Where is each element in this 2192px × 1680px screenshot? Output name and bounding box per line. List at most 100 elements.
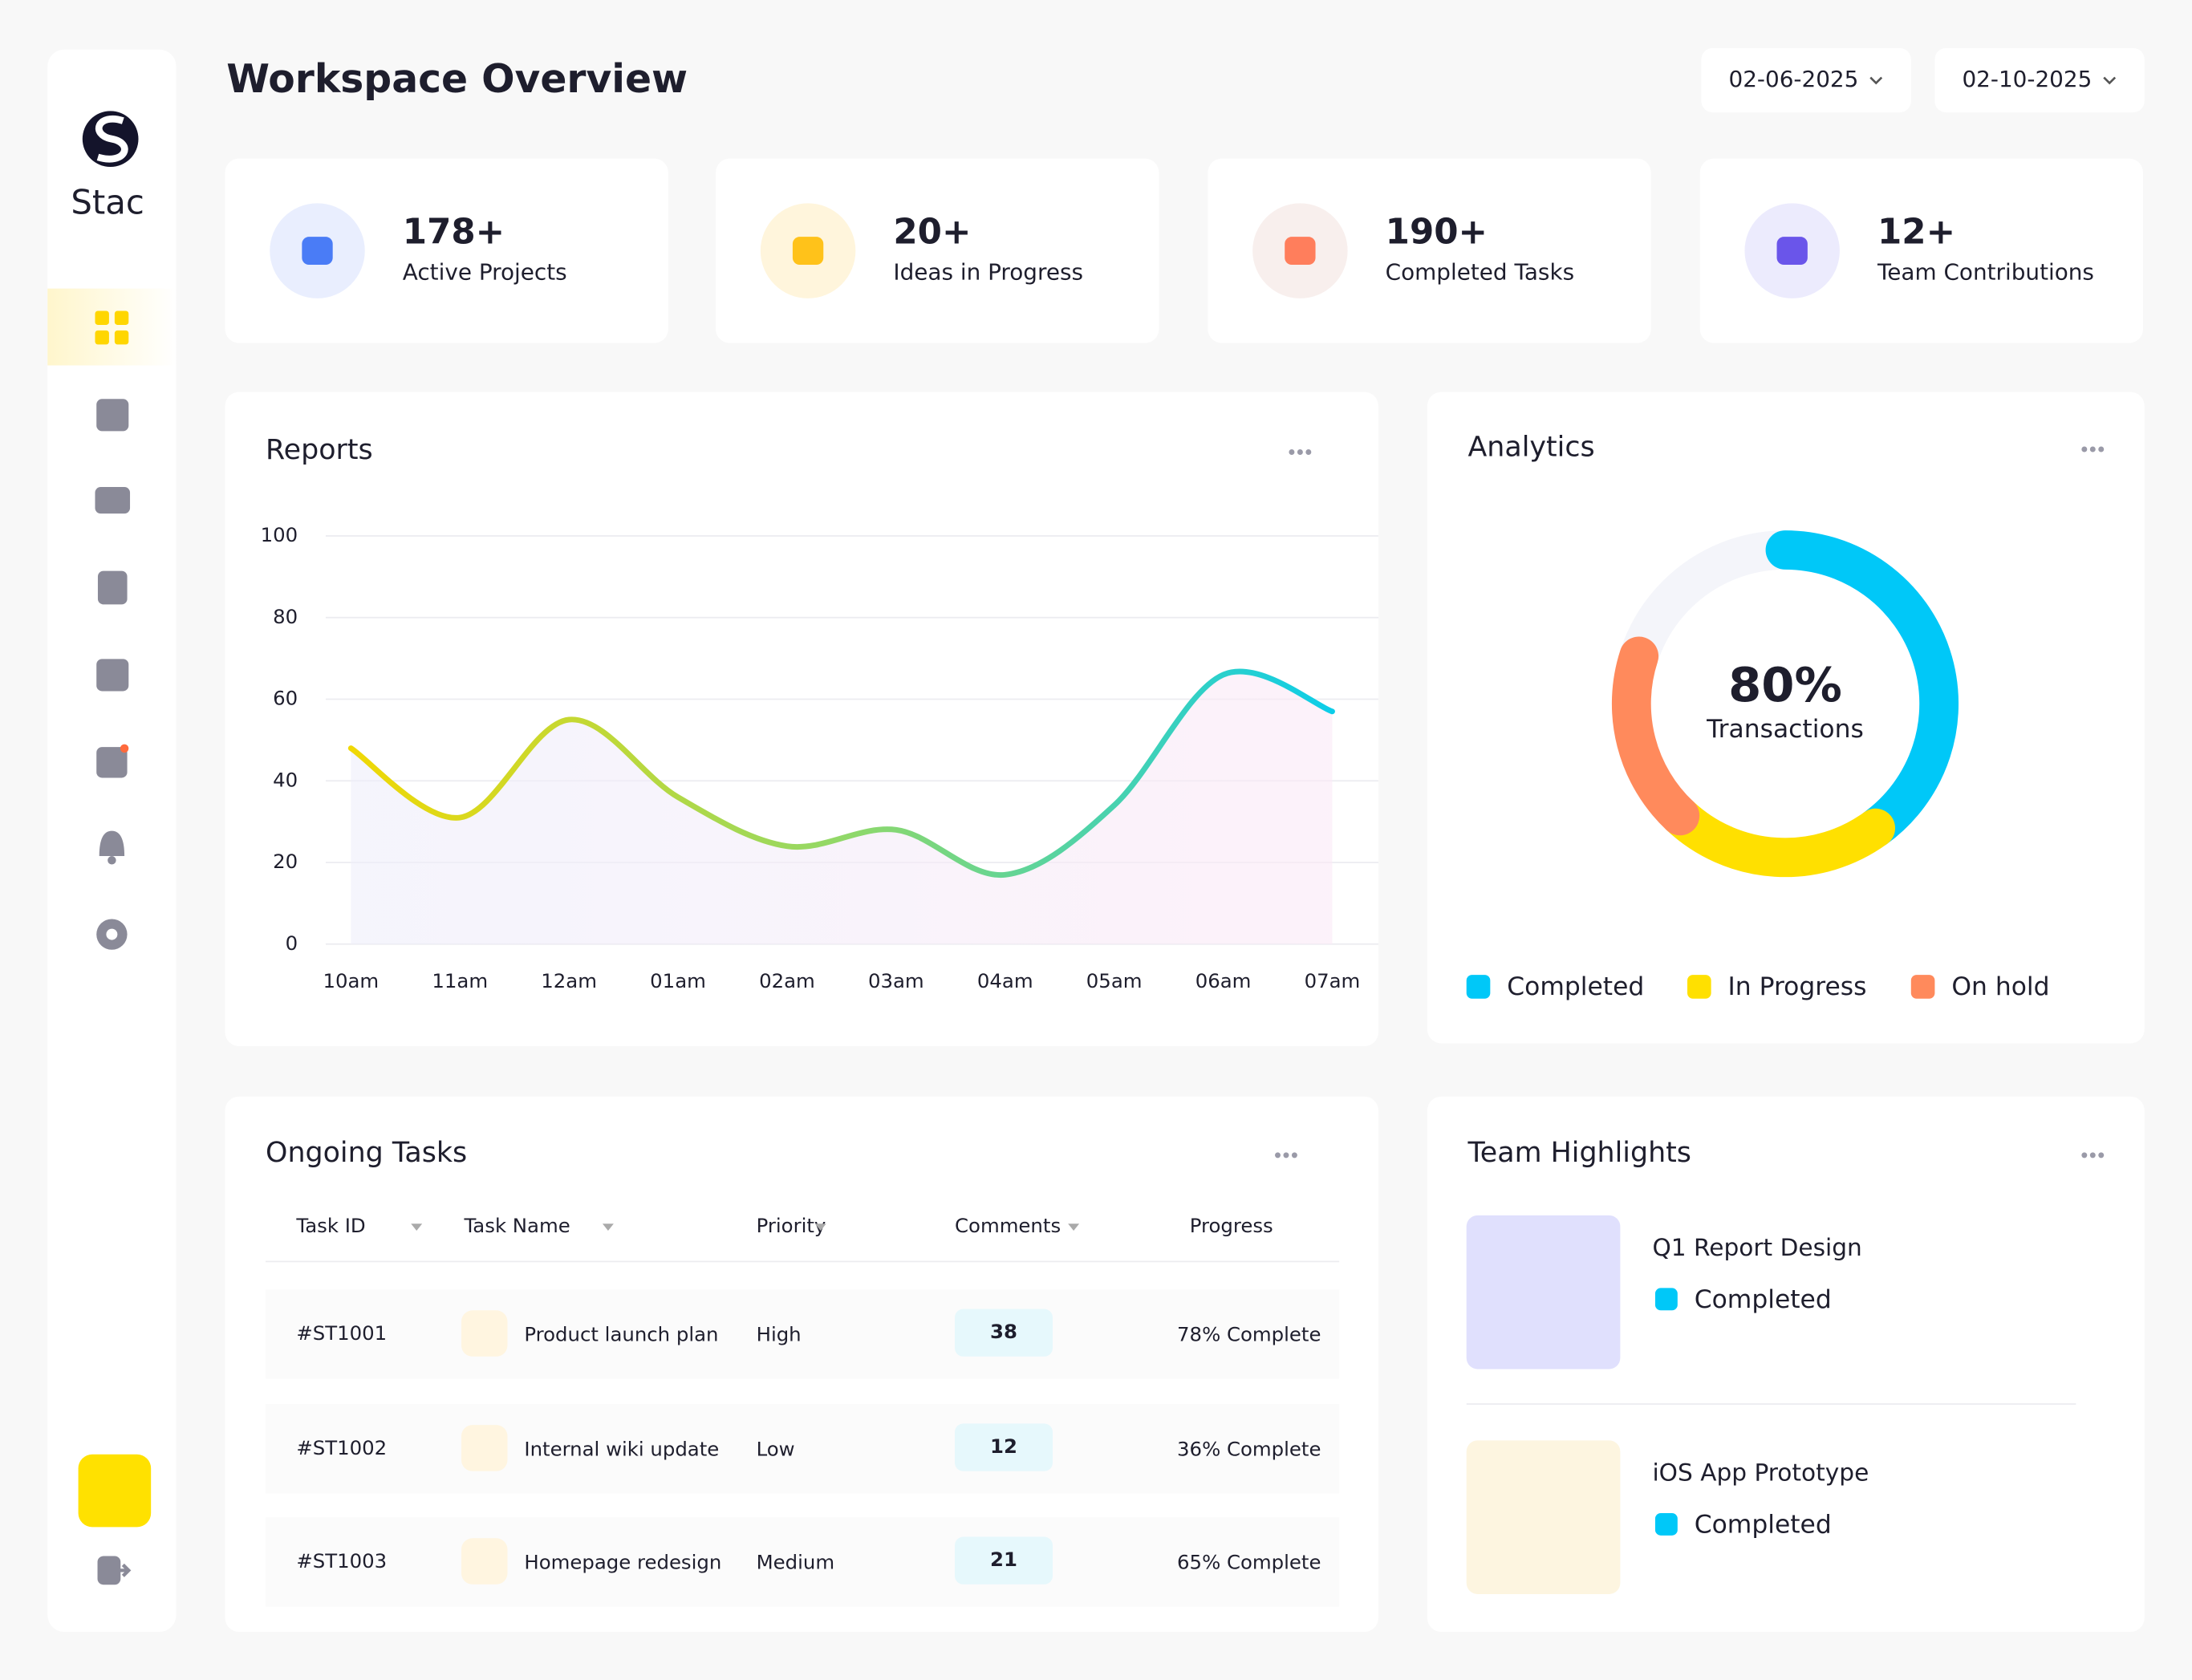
sort-icon[interactable] [602,1223,614,1231]
y-tick-label: 60 [273,687,298,710]
legend-label: In Progress [1728,972,1867,1001]
more-dot [1289,449,1295,455]
card-title: Ongoing Tasks [266,1137,467,1169]
comment-badge [955,1536,1053,1585]
status-swatch [1654,1512,1678,1536]
more-dot [1283,1152,1289,1159]
highlight-thumb [1466,1215,1621,1370]
stat-label: Ideas in Progress [893,258,1083,285]
row-bg [266,1289,1340,1379]
task-id: #ST1002 [296,1436,387,1459]
date-picker[interactable] [1934,47,2145,113]
highlight-title: Q1 Report Design [1652,1234,1861,1261]
stat-label: Team Contributions [1877,258,2094,285]
donut-segment [1660,796,1896,878]
x-tick-label: 02am [759,969,815,992]
stat-card [225,158,668,343]
profile-button[interactable] [78,1454,152,1528]
more-dot [1275,1152,1281,1159]
stat-label: Active Projects [403,258,567,285]
legend-swatch [1687,975,1711,999]
donut-value: 80% [1728,657,1842,712]
x-tick-label: 01am [650,969,706,992]
stat-card [1699,158,2144,343]
column-header: Task Name [463,1214,570,1237]
brand: Stac [71,183,144,222]
legend-label: On hold [1951,972,2049,1001]
stat-icon [1285,237,1316,266]
row-bg [266,1517,1340,1607]
legend-label: Completed [1507,972,1644,1001]
chevron [2103,76,2117,85]
column-header: Task ID [295,1214,365,1237]
x-tick-label: 04am [977,969,1033,992]
line [347,668,1335,878]
y-tick-label: 0 [286,931,298,955]
sort-icon[interactable] [411,1223,423,1231]
task-progress: 65% Complete [1177,1551,1321,1574]
card-title: Analytics [1467,431,1594,463]
stat-value: 178+ [403,213,505,253]
x-tick-label: 06am [1195,969,1252,992]
task-name: Product launch plan [524,1323,718,1346]
logo [82,111,139,168]
task-id: #ST1001 [296,1321,387,1345]
task-id: #ST1003 [296,1549,387,1572]
x-tick-label: 07am [1305,969,1361,992]
more-dot [2081,446,2088,452]
more-dot [2089,446,2096,452]
y-tick-label: 20 [273,850,298,873]
more-dot [1291,1152,1297,1159]
donut-caption: Transactions [1706,715,1864,744]
task-thumb [461,1538,508,1585]
chevron [1869,76,1883,85]
column-header: Progress [1190,1214,1273,1237]
task-name: Homepage redesign [524,1551,721,1574]
task-name: Internal wiki update [524,1438,719,1461]
comment-count: 21 [990,1548,1017,1571]
task-progress: 36% Complete [1177,1438,1321,1461]
status-swatch [1654,1288,1678,1311]
analytics-card [1427,392,2145,1044]
content: 02-06-2025 02-10-2025 178+ Active Projects 2… [225,47,2145,1633]
legend-swatch [1466,975,1491,999]
nav-icons[interactable] [95,399,131,950]
column-header: Priority [757,1214,826,1237]
more-dot [1297,449,1303,455]
comment-badge [955,1309,1053,1357]
area [351,672,1333,944]
stat-value: 190+ [1386,213,1488,253]
stat-icon [792,237,824,266]
more-dot [1305,449,1312,455]
task-priority: High [757,1323,802,1346]
y-tick-label: 100 [261,523,298,546]
more-dot [2098,1152,2105,1159]
stat-value: 20+ [893,213,971,253]
date-picker[interactable] [1701,47,1911,113]
sort-icon[interactable] [1068,1223,1080,1231]
legend-swatch [1910,975,1935,999]
more-dot [2089,1152,2096,1159]
column-header: Comments [955,1214,1061,1237]
comment-count: 12 [990,1434,1017,1458]
nav-dashboard[interactable] [95,310,129,345]
stat-icon [302,237,333,266]
sort-icon[interactable] [814,1223,826,1231]
highlight-thumb [1466,1440,1621,1594]
donut-segment [1611,636,1700,836]
comment-badge [955,1423,1053,1471]
highlight-status: Completed [1695,1285,1832,1314]
x-tick-label: 10am [323,969,379,992]
page-title: Workspace Overview [226,56,688,102]
x-tick-label: 12am [541,969,597,992]
stat-label: Completed Tasks [1386,258,1574,285]
card-title: Team Highlights [1467,1137,1691,1169]
highlight-status: Completed [1695,1511,1832,1540]
logout[interactable] [97,1556,132,1585]
more-dot [2081,1152,2088,1159]
task-thumb [461,1310,508,1357]
card-title: Reports [266,434,373,466]
x-tick-label: 05am [1086,969,1143,992]
